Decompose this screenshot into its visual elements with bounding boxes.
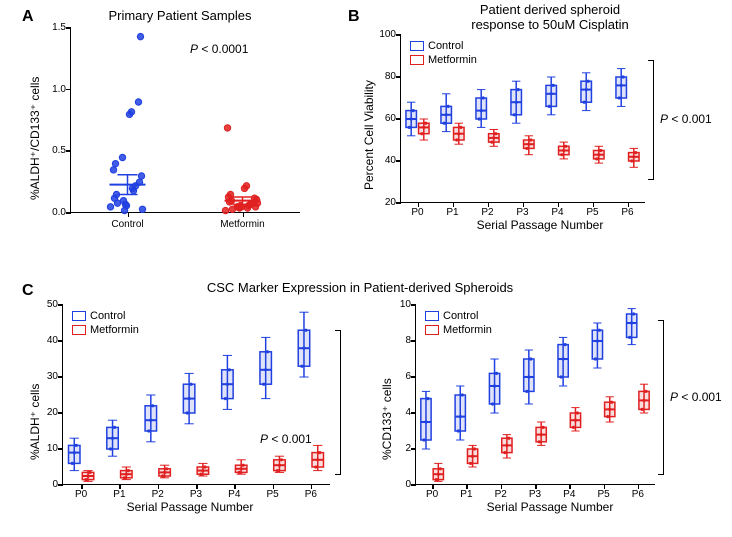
panel-c-left-pvalue: P < 0.001 — [260, 432, 312, 446]
legend-metformin: Metformin — [443, 324, 492, 336]
panel-c-left-bracket — [335, 330, 341, 475]
legend-control: Control — [90, 310, 125, 322]
panel-c-label: C — [22, 282, 34, 300]
panel-a-ylabel: %ALDH⁺/CD133⁺ cells — [28, 77, 42, 200]
legend-control: Control — [428, 40, 463, 52]
legend-control: Control — [443, 310, 478, 322]
panel-b-legend: Control Metformin — [410, 40, 477, 68]
panel-b-ylabel: Percent Cell Viability — [362, 80, 376, 190]
panel-b-bracket — [648, 60, 654, 180]
panel-a-svg — [70, 28, 300, 213]
panel-a-label: A — [22, 8, 34, 26]
panel-c-left-legend: Control Metformin — [72, 310, 139, 338]
panel-a-title: Primary Patient Samples — [60, 8, 300, 23]
panel-c-left-xlabel: Serial Passage Number — [90, 500, 290, 514]
panel-b-pvalue: P < 0.001 — [660, 112, 712, 126]
panel-c-title: CSC Marker Expression in Patient-derived… — [160, 280, 560, 295]
panel-a-pvalue: P < 0.0001 — [190, 42, 248, 56]
panel-c-right-xlabel: Serial Passage Number — [450, 500, 650, 514]
legend-metformin: Metformin — [90, 324, 139, 336]
panel-c-right-pvalue: P < 0.001 — [670, 390, 722, 404]
legend-metformin: Metformin — [428, 54, 477, 66]
panel-b-title: Patient derived spheroidresponse to 50uM… — [410, 2, 690, 32]
panel-c-right-legend: Control Metformin — [425, 310, 492, 338]
panel-b-label: B — [348, 8, 360, 26]
panel-b-xlabel: Serial Passage Number — [440, 218, 640, 232]
panel-c-right-bracket — [658, 320, 664, 475]
